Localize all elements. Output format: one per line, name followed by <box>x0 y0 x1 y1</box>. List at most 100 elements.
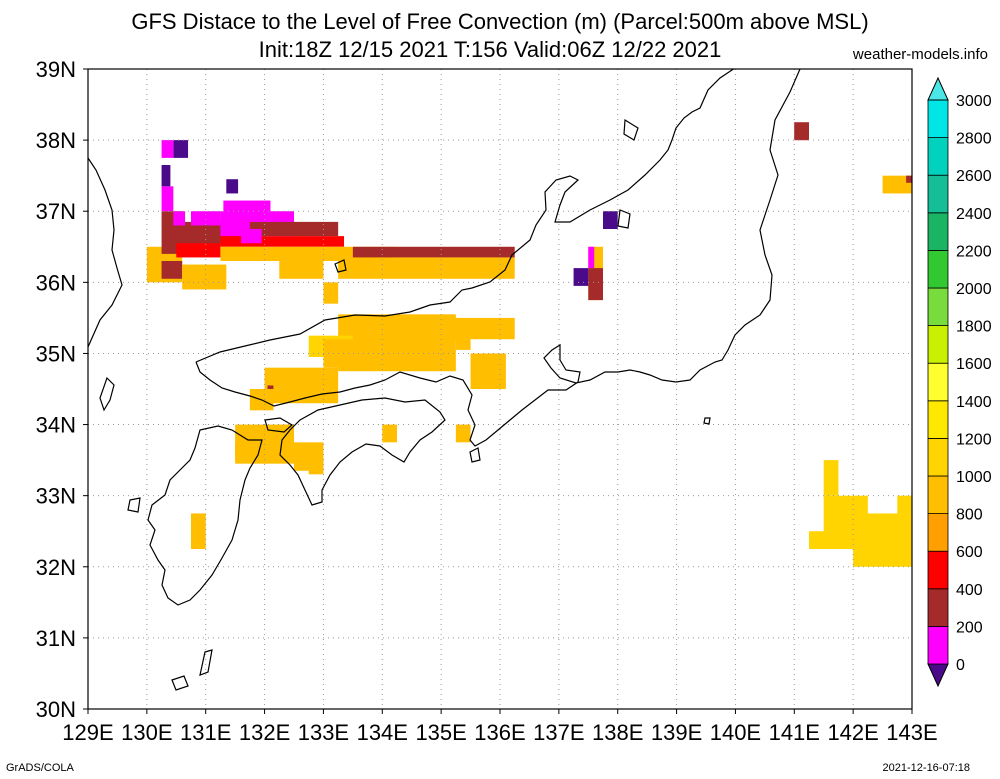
colorbar-segment <box>927 437 949 477</box>
lon-label: 130E <box>121 720 172 745</box>
field-cell <box>191 513 206 549</box>
colorbar-segment <box>927 362 949 402</box>
colorbar-segment <box>927 99 949 138</box>
colorbar-segment <box>927 287 949 326</box>
field-cell <box>382 424 397 443</box>
colorbar-label: 2600 <box>956 168 992 185</box>
site-credit: weather-models.info <box>852 46 988 63</box>
colorbar-segment <box>927 550 949 590</box>
lat-label: 35N <box>36 341 76 366</box>
lon-label: 140E <box>710 720 761 745</box>
field-cell <box>455 332 471 350</box>
lon-label: 134E <box>357 720 408 745</box>
colorbar-upper-arrow <box>927 76 949 101</box>
colorbar-label: 1000 <box>956 469 992 486</box>
field-cell <box>323 282 339 304</box>
colorbar-segment <box>927 588 949 627</box>
lon-label: 132E <box>239 720 290 745</box>
lon-label: 143E <box>886 720 937 745</box>
field-cell <box>161 140 174 158</box>
sado-island <box>617 209 631 229</box>
field-cell <box>823 460 839 496</box>
longitude-labels: 129E 130E 131E 132E 133E 134E 135E 136E 137E 138E… <box>62 709 938 745</box>
field-layer <box>146 122 912 567</box>
field-cell <box>588 268 603 301</box>
lon-label: 139E <box>651 720 702 745</box>
lon-label: 133E <box>298 720 349 745</box>
field-cell <box>223 200 271 222</box>
colorbar-segment <box>927 325 949 364</box>
colorbar-label: 2400 <box>956 206 992 223</box>
field-cell <box>220 236 345 247</box>
field-cell <box>882 175 912 194</box>
colorbar-segment <box>927 137 949 176</box>
colorbar-label: 600 <box>956 544 983 561</box>
latitude-labels: 39N 38N 37N 36N 35N 34N 33N 32N 31N 30N <box>36 57 88 722</box>
field-cell <box>809 531 839 549</box>
colorbar-label: 2200 <box>956 243 992 260</box>
tanegashima-island <box>199 649 213 676</box>
colorbar-segment <box>927 513 949 552</box>
shikoku-coast <box>279 397 446 506</box>
colorbar-segment <box>927 174 949 214</box>
colorbar-label: 2000 <box>956 281 992 298</box>
field-cell <box>173 211 186 226</box>
tsushima-island <box>99 376 115 412</box>
yakushima-island <box>171 675 189 691</box>
field-cell <box>603 211 618 229</box>
field-cell <box>426 317 515 340</box>
field-cell <box>191 211 221 226</box>
lon-label: 137E <box>533 720 584 745</box>
lat-label: 34N <box>36 413 76 438</box>
colorbar-segment <box>927 212 949 251</box>
honshu-east-coast <box>195 69 801 447</box>
lon-label: 131E <box>180 720 231 745</box>
colorbar-label: 800 <box>956 507 983 524</box>
lat-label: 39N <box>36 57 76 82</box>
colorbar-label: 1800 <box>956 319 992 336</box>
lat-label: 30N <box>36 697 76 722</box>
field-cell <box>906 175 912 183</box>
colorbar-label: 200 <box>956 619 983 636</box>
goto-island <box>127 497 141 513</box>
field-cell <box>352 246 515 258</box>
colorbar-segment <box>927 475 949 514</box>
lon-label: 138E <box>592 720 643 745</box>
field-cell <box>588 246 595 269</box>
colorbar-label: 1200 <box>956 431 992 448</box>
colorbar-label: 1600 <box>956 356 992 373</box>
kyushu-coast <box>147 425 263 606</box>
field-cell <box>264 367 339 404</box>
map-title-line2: Init:18Z 12/15 2021 T:156 Valid:06Z 12/2… <box>258 37 722 62</box>
lat-label: 36N <box>36 270 76 295</box>
lon-label: 136E <box>474 720 525 745</box>
lat-label: 33N <box>36 484 76 509</box>
colorbar-label: 3000 <box>956 93 992 110</box>
lon-label: 129E <box>62 720 113 745</box>
colorbar-label: 0 <box>956 657 965 674</box>
footer-timestamp: 2021-12-16-07:18 <box>882 762 970 774</box>
field-cell <box>338 257 515 279</box>
field-cell <box>176 239 221 258</box>
map-title-line1-visible: GFS Distace to the Level of Free Convect… <box>131 9 869 34</box>
colorbar-segment <box>927 626 949 665</box>
field-cell <box>794 122 809 141</box>
footer-software: GrADS/COLA <box>6 762 74 774</box>
lon-label: 141E <box>769 720 820 745</box>
colorbar-label: 400 <box>956 582 983 599</box>
field-cell <box>267 385 274 389</box>
honshu-inland-sea-detail <box>264 417 294 433</box>
honshu-west-coast <box>195 69 735 363</box>
colorbar-lower-arrow <box>927 663 949 688</box>
field-cell <box>161 186 174 212</box>
awaji-island <box>469 447 481 463</box>
lat-label: 31N <box>36 626 76 651</box>
colorbar-label: 1400 <box>956 394 992 411</box>
colorbar: 3000280026002400220020001800160014001200… <box>927 76 992 688</box>
field-cell <box>161 165 171 187</box>
field-cell <box>182 264 227 290</box>
colorbar-segment <box>927 249 949 289</box>
field-cell <box>249 221 339 237</box>
field-cell <box>573 268 589 286</box>
